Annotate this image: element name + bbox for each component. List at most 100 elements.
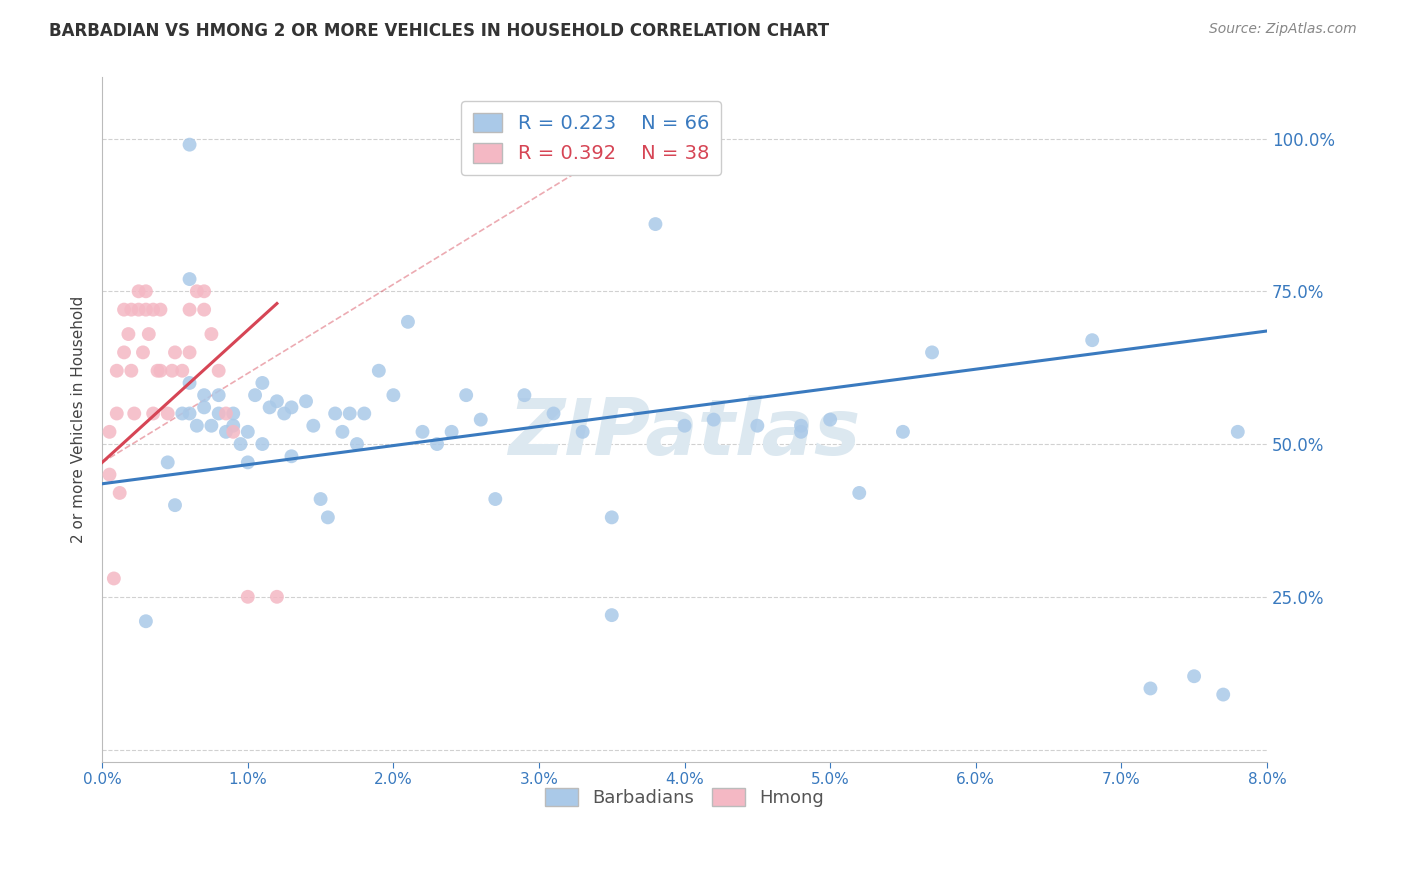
Point	[367, 364, 389, 378]
Point	[179, 302, 201, 317]
Point	[222, 418, 245, 433]
Point	[644, 217, 666, 231]
Point	[236, 590, 259, 604]
Point	[236, 425, 259, 439]
Point	[135, 285, 157, 299]
Point	[128, 285, 150, 299]
Point	[146, 364, 169, 378]
Point	[215, 407, 238, 421]
Point	[222, 425, 245, 439]
Point	[120, 302, 142, 317]
Point	[236, 455, 259, 469]
Point	[323, 407, 346, 421]
Point	[1212, 688, 1234, 702]
Point	[484, 491, 506, 506]
Point	[790, 418, 813, 433]
Point	[200, 418, 222, 433]
Point	[186, 418, 208, 433]
Point	[179, 376, 201, 390]
Point	[818, 412, 841, 426]
Point	[891, 425, 914, 439]
Point	[120, 364, 142, 378]
Point	[600, 510, 623, 524]
Point	[921, 345, 943, 359]
Point	[193, 302, 215, 317]
Point	[280, 450, 302, 464]
Point	[426, 437, 449, 451]
Point	[332, 425, 354, 439]
Point	[280, 401, 302, 415]
Point	[112, 345, 135, 359]
Point	[122, 407, 145, 421]
Point	[848, 486, 870, 500]
Point	[138, 327, 160, 342]
Point	[215, 425, 238, 439]
Point	[229, 437, 252, 451]
Point	[309, 491, 332, 506]
Point	[1226, 425, 1249, 439]
Point	[108, 486, 131, 500]
Point	[339, 407, 361, 421]
Point	[160, 364, 183, 378]
Point	[112, 302, 135, 317]
Legend: Barbadians, Hmong: Barbadians, Hmong	[538, 780, 831, 814]
Point	[186, 285, 208, 299]
Point	[295, 394, 318, 409]
Point	[149, 364, 172, 378]
Point	[179, 137, 201, 152]
Point	[259, 401, 281, 415]
Point	[1081, 333, 1104, 347]
Point	[179, 345, 201, 359]
Point	[200, 327, 222, 342]
Point	[346, 437, 368, 451]
Point	[172, 407, 194, 421]
Point	[222, 407, 245, 421]
Point	[135, 614, 157, 628]
Point	[456, 388, 478, 402]
Point	[163, 498, 186, 512]
Point	[243, 388, 266, 402]
Point	[411, 425, 433, 439]
Point	[103, 572, 125, 586]
Point	[703, 412, 725, 426]
Point	[98, 467, 121, 482]
Point	[179, 272, 201, 286]
Point	[163, 345, 186, 359]
Point	[117, 327, 139, 342]
Point	[252, 437, 274, 451]
Point	[513, 388, 536, 402]
Point	[266, 590, 288, 604]
Point	[193, 285, 215, 299]
Point	[179, 407, 201, 421]
Point	[396, 315, 419, 329]
Point	[128, 302, 150, 317]
Text: BARBADIAN VS HMONG 2 OR MORE VEHICLES IN HOUSEHOLD CORRELATION CHART: BARBADIAN VS HMONG 2 OR MORE VEHICLES IN…	[49, 22, 830, 40]
Point	[747, 418, 769, 433]
Point	[142, 407, 165, 421]
Point	[208, 407, 231, 421]
Text: ZIPatlas: ZIPatlas	[509, 395, 860, 471]
Point	[208, 364, 231, 378]
Point	[790, 425, 813, 439]
Point	[571, 425, 593, 439]
Point	[470, 412, 492, 426]
Text: Source: ZipAtlas.com: Source: ZipAtlas.com	[1209, 22, 1357, 37]
Point	[105, 407, 128, 421]
Point	[302, 418, 325, 433]
Point	[193, 401, 215, 415]
Point	[193, 388, 215, 402]
Point	[673, 418, 696, 433]
Point	[208, 388, 231, 402]
Point	[156, 455, 179, 469]
Point	[600, 608, 623, 623]
Point	[135, 302, 157, 317]
Point	[149, 302, 172, 317]
Point	[543, 407, 565, 421]
Point	[252, 376, 274, 390]
Point	[132, 345, 155, 359]
Point	[172, 364, 194, 378]
Point	[142, 302, 165, 317]
Point	[156, 407, 179, 421]
Point	[273, 407, 295, 421]
Y-axis label: 2 or more Vehicles in Household: 2 or more Vehicles in Household	[72, 296, 86, 543]
